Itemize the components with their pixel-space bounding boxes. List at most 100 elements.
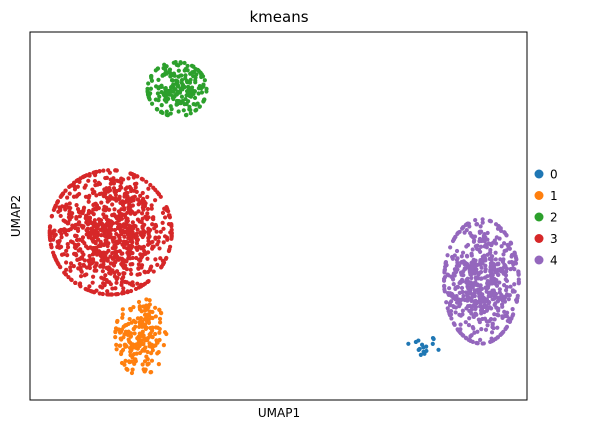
scatter-point-3 [99, 263, 104, 268]
scatter-points [47, 59, 521, 376]
scatter-point-2 [168, 104, 173, 109]
scatter-point-3 [156, 235, 162, 240]
scatter-point-1 [119, 327, 125, 332]
scatter-point-3 [91, 202, 96, 208]
scatter-point-1 [144, 315, 149, 320]
scatter-point-2 [168, 70, 173, 76]
scatter-point-4 [463, 335, 468, 340]
scatter-point-3 [57, 245, 62, 250]
scatter-point-1 [145, 337, 150, 343]
scatter-point-3 [58, 207, 63, 212]
scatter-point-1 [155, 351, 160, 356]
scatter-point-4 [462, 266, 467, 271]
scatter-point-2 [202, 78, 207, 83]
scatter-point-1 [132, 361, 137, 366]
scatter-point-4 [467, 308, 472, 313]
scatter-point-3 [151, 269, 156, 274]
scatter-point-3 [161, 226, 166, 231]
scatter-point-3 [49, 213, 55, 219]
scatter-point-1 [138, 341, 143, 346]
scatter-point-3 [94, 268, 99, 273]
scatter-point-4 [467, 286, 472, 291]
scatter-point-4 [460, 308, 465, 313]
scatter-point-2 [154, 107, 160, 112]
scatter-point-3 [74, 237, 80, 243]
scatter-point-4 [445, 253, 450, 258]
scatter-point-4 [474, 340, 479, 346]
scatter-point-3 [124, 229, 130, 234]
scatter-point-4 [464, 253, 470, 258]
scatter-point-3 [119, 176, 124, 181]
scatter-point-4 [486, 281, 492, 287]
scatter-point-3 [99, 200, 104, 205]
scatter-point-1 [127, 360, 132, 365]
scatter-point-4 [488, 269, 493, 274]
scatter-point-3 [139, 211, 145, 216]
scatter-point-4 [493, 257, 498, 262]
scatter-point-2 [188, 71, 193, 76]
scatter-point-3 [113, 168, 118, 173]
scatter-point-4 [501, 252, 506, 257]
scatter-point-3 [98, 239, 103, 244]
scatter-point-4 [458, 301, 463, 307]
scatter-point-4 [470, 285, 475, 290]
scatter-point-4 [481, 233, 486, 238]
scatter-point-4 [457, 290, 462, 296]
scatter-point-2 [198, 70, 203, 76]
scatter-point-3 [122, 245, 127, 250]
scatter-point-4 [507, 260, 512, 265]
scatter-point-3 [105, 241, 111, 246]
scatter-point-3 [116, 225, 121, 231]
scatter-point-2 [168, 89, 173, 94]
scatter-point-3 [98, 284, 103, 289]
scatter-point-3 [169, 235, 174, 240]
scatter-point-4 [470, 294, 475, 299]
scatter-point-2 [164, 112, 169, 117]
scatter-point-3 [105, 289, 110, 294]
scatter-point-3 [139, 220, 144, 225]
scatter-point-0 [413, 339, 418, 345]
scatter-point-2 [191, 74, 196, 79]
scatter-point-3 [114, 220, 119, 225]
scatter-point-2 [180, 98, 185, 104]
scatter-point-1 [140, 362, 145, 367]
legend: 0 1 2 3 4 [534, 168, 558, 268]
scatter-point-3 [122, 224, 127, 229]
scatter-point-3 [112, 227, 118, 233]
scatter-point-4 [511, 262, 516, 267]
scatter-point-3 [101, 252, 106, 257]
scatter-point-3 [113, 259, 118, 264]
scatter-point-3 [101, 281, 106, 286]
scatter-point-4 [509, 254, 514, 259]
scatter-point-3 [127, 249, 132, 254]
scatter-point-3 [117, 272, 122, 277]
scatter-point-3 [62, 218, 67, 224]
scatter-point-3 [100, 221, 105, 227]
scatter-point-2 [161, 92, 166, 97]
scatter-point-2 [164, 109, 169, 114]
scatter-point-3 [128, 267, 133, 272]
scatter-point-4 [455, 231, 460, 237]
scatter-point-4 [467, 303, 473, 308]
scatter-point-3 [70, 240, 75, 245]
scatter-point-1 [128, 334, 133, 339]
scatter-point-3 [126, 256, 131, 261]
legend-label-4: 4 [550, 254, 558, 268]
scatter-point-3 [128, 233, 133, 238]
scatter-point-3 [145, 250, 151, 255]
scatter-point-3 [151, 244, 156, 249]
scatter-point-3 [164, 205, 169, 210]
scatter-point-4 [505, 242, 510, 248]
scatter-point-3 [133, 185, 138, 190]
scatter-point-3 [111, 239, 116, 244]
scatter-point-3 [121, 275, 126, 280]
scatter-point-3 [124, 267, 129, 272]
scatter-point-1 [135, 316, 140, 321]
scatter-point-0 [424, 348, 429, 354]
scatter-point-1 [142, 359, 148, 364]
scatter-point-2 [175, 84, 181, 89]
scatter-point-3 [87, 253, 92, 259]
scatter-point-4 [501, 265, 506, 270]
scatter-point-3 [75, 257, 80, 262]
scatter-point-3 [94, 252, 100, 257]
